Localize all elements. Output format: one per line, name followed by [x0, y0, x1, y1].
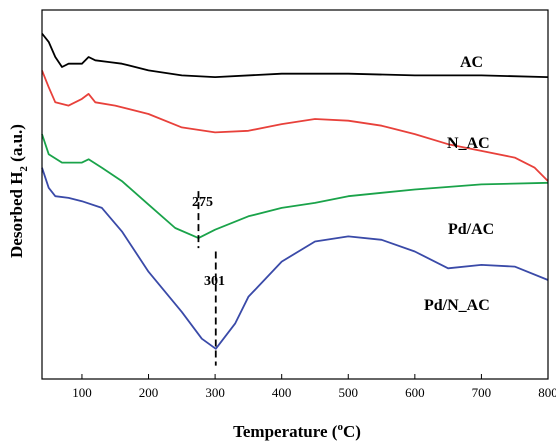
x-axis-title: Temperature (oC) — [233, 421, 361, 441]
series-line-n-ac — [41, 70, 549, 182]
series-label-ac: AC — [460, 54, 483, 71]
x-tick-label: 400 — [272, 385, 292, 400]
plot-frame — [41, 9, 549, 380]
peak-marker-label: 275 — [192, 195, 213, 210]
x-tick-label: 100 — [72, 385, 92, 400]
x-tick-label: 200 — [139, 385, 159, 400]
series-label-n-ac: N_AC — [447, 135, 490, 152]
peak-marker-label: 301 — [204, 274, 225, 289]
x-tick-label: 800 — [538, 385, 556, 400]
series-label-pd-ac: Pd/AC — [448, 221, 494, 238]
annotations: 275 301 — [192, 191, 225, 366]
x-tick-label: 500 — [339, 385, 359, 400]
series-line-ac — [41, 32, 549, 78]
series-line-pd-n-ac — [41, 167, 549, 350]
x-axis: 100 200 300 400 500 600 700 800 — [72, 374, 556, 400]
y-axis-title: Desorbed H2 (a.u.) — [7, 124, 30, 258]
x-tick-label: 600 — [405, 385, 425, 400]
x-tick-label: 300 — [205, 385, 225, 400]
x-tick-label: 700 — [472, 385, 492, 400]
series-label-pd-n-ac: Pd/N_AC — [424, 297, 490, 314]
series-labels: AC N_AC Pd/AC Pd/N_AC — [424, 54, 494, 314]
